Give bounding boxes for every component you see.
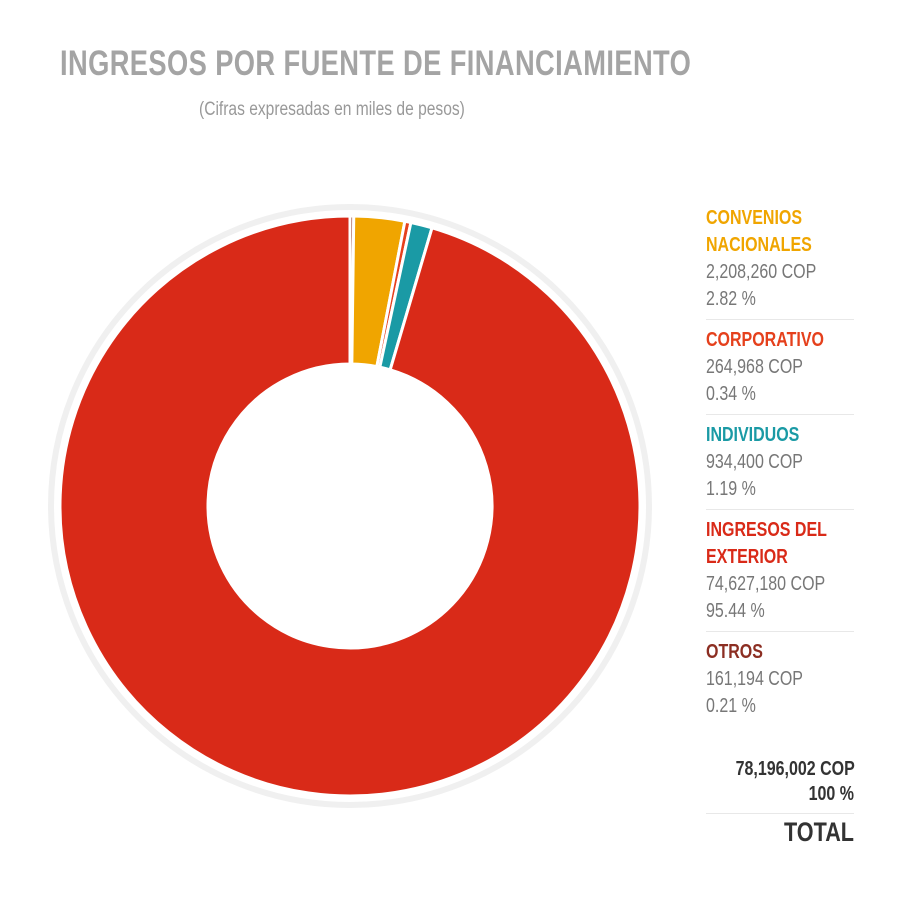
legend-item-corporativo: CORPORATIVO 264,968 COP 0.34 % xyxy=(706,327,854,415)
total-label: TOTAL xyxy=(784,817,854,847)
legend-label-line-1: INGRESOS DEL xyxy=(706,519,827,541)
total-divider xyxy=(706,813,854,814)
total-block: 78,196,002 COP 100 % TOTAL xyxy=(706,757,855,850)
legend-item-individuos: INDIVIDUOS 934,400 COP 1.19 % xyxy=(706,422,854,510)
legend-label-line-2: NACIONALES xyxy=(706,234,812,256)
legend-value: 2,208,260 COP xyxy=(706,261,817,283)
legend-item-otros: OTROS 161,194 COP 0.21 % xyxy=(706,639,854,726)
total-value: 78,196,002 COP xyxy=(735,758,855,780)
chart-title: INGRESOS POR FUENTE DE FINANCIAMIENTO xyxy=(60,44,692,83)
legend-label: INDIVIDUOS xyxy=(706,424,800,446)
legend-percent: 1.19 % xyxy=(706,478,756,500)
legend-value: 264,968 COP xyxy=(706,356,803,378)
legend-item-convenios-nacionales: CONVENIOS NACIONALES 2,208,260 COP 2.82 % xyxy=(706,205,854,320)
donut-outer-ring xyxy=(48,204,652,808)
legend-value: 934,400 COP xyxy=(706,451,803,473)
donut-slice-ingresos-del-exterior xyxy=(58,214,642,798)
chart-legend: CONVENIOS NACIONALES 2,208,260 COP 2.82 % CO… xyxy=(706,205,854,733)
legend-percent: 95.44 % xyxy=(706,600,765,622)
legend-value: 74,627,180 COP xyxy=(706,573,826,595)
chart-subtitle: (Cifras expresadas en miles de pesos) xyxy=(199,99,465,120)
legend-label: CORPORATIVO xyxy=(706,329,824,351)
legend-value: 161,194 COP xyxy=(706,668,803,690)
legend-percent: 0.34 % xyxy=(706,383,756,405)
legend-percent: 2.82 % xyxy=(706,288,756,310)
legend-item-ingresos-del-exterior: INGRESOS DEL EXTERIOR 74,627,180 COP 95.44 … xyxy=(706,517,854,632)
total-percent: 100 % xyxy=(808,783,854,805)
legend-label: OTROS xyxy=(706,641,763,663)
legend-label-line-2: EXTERIOR xyxy=(706,546,788,568)
legend-percent: 0.21 % xyxy=(706,695,756,717)
legend-label-line-1: CONVENIOS xyxy=(706,207,803,229)
